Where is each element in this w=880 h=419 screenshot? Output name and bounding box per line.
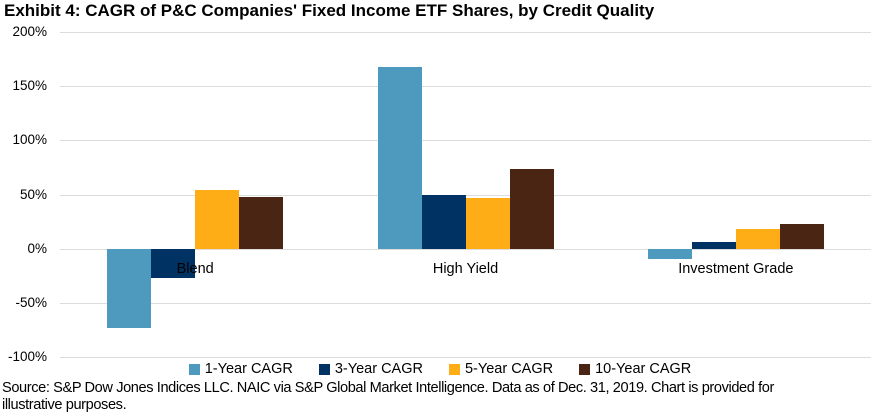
source-note: Source: S&P Dow Jones Indices LLC. NAIC … <box>2 380 878 414</box>
bar-investment-grade-10-year-cagr <box>779 223 824 249</box>
x-category-label: Investment Grade <box>678 260 794 277</box>
bar-blend-10-year-cagr <box>239 196 284 249</box>
y-tick-label: -100% <box>7 349 47 364</box>
bar-blend-5-year-cagr <box>195 190 240 249</box>
y-tick-label: 50% <box>19 186 47 202</box>
y-tick-label: 150% <box>12 78 47 94</box>
bar-blend-3-year-cagr <box>151 248 196 278</box>
legend-item: 3-Year CAGR <box>318 361 423 377</box>
legend-swatch <box>448 363 460 375</box>
legend: 1-Year CAGR 3-Year CAGR 5-Year CAGR 10-Year… <box>0 360 880 378</box>
gridline <box>60 248 871 250</box>
bar-blend-1-year-cagr <box>107 248 152 328</box>
y-tick-label: 100% <box>12 132 47 148</box>
legend-item: 1-Year CAGR <box>188 361 293 377</box>
bar-investment-grade-3-year-cagr <box>691 242 736 249</box>
legend-label: 1-Year CAGR <box>204 361 293 377</box>
chart-title: Exhibit 4: CAGR of P&C Companies' Fixed … <box>4 1 655 20</box>
bar-high-yield-5-year-cagr <box>465 197 510 249</box>
bar-investment-grade-1-year-cagr <box>647 248 692 260</box>
gridline <box>60 140 871 142</box>
y-tick-label: -50% <box>15 294 47 310</box>
gridline <box>60 194 871 196</box>
gridline <box>60 357 871 358</box>
plot-area: 200% 150% 100% 50% 0% -50% -100% Blend High Yiel… <box>7 24 871 364</box>
source-line-1: Source: S&P Dow Jones Indices LLC. NAIC … <box>2 380 774 396</box>
legend-label: 10-Year CAGR <box>595 361 692 377</box>
gridline <box>60 302 871 304</box>
x-category-label: Blend <box>176 260 214 277</box>
legend-item: 5-Year CAGR <box>448 361 554 377</box>
legend-item: 10-Year CAGR <box>579 361 691 377</box>
legend-swatch <box>318 363 330 375</box>
gridline <box>60 86 871 88</box>
source-line-2: illustrative purposes. <box>2 397 127 414</box>
bar-high-yield-3-year-cagr <box>421 194 466 249</box>
y-tick-label: 0% <box>27 240 47 256</box>
x-category-label: High Yield <box>432 260 499 277</box>
bar-high-yield-1-year-cagr <box>377 66 422 249</box>
legend-swatch <box>188 363 200 375</box>
y-tick-label: 200% <box>12 24 47 39</box>
bar-high-yield-10-year-cagr <box>509 168 554 249</box>
bar-investment-grade-5-year-cagr <box>735 229 780 249</box>
legend-label: 5-Year CAGR <box>464 361 554 377</box>
gridline <box>60 32 871 33</box>
legend-label: 3-Year CAGR <box>334 361 423 377</box>
legend-swatch <box>579 363 591 375</box>
